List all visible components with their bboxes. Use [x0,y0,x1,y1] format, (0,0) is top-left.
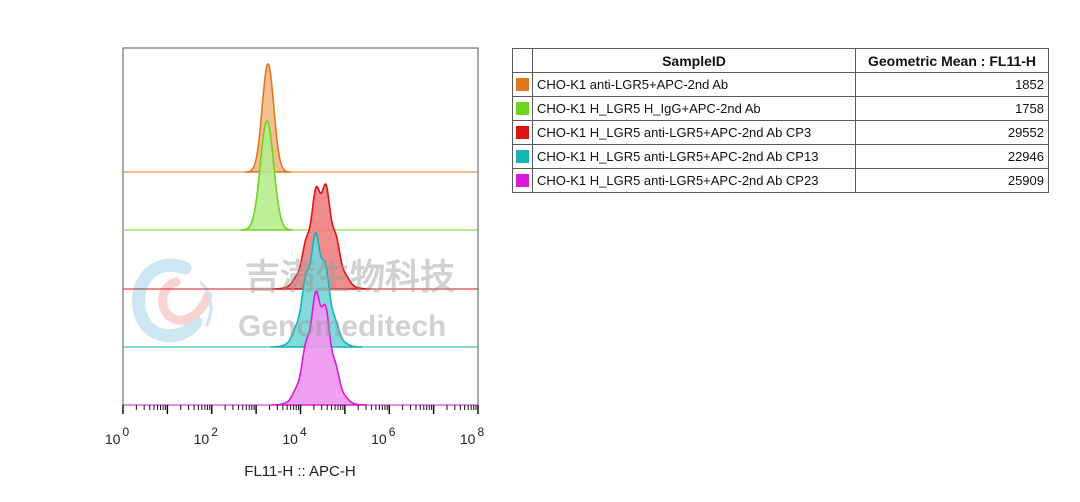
legend-sample-name: CHO-K1 H_LGR5 H_IgG+APC-2nd Ab [532,96,856,121]
legend-geometric-mean: 1852 [855,72,1049,97]
legend-row: CHO-K1 H_LGR5 H_IgG+APC-2nd Ab 1758 [512,96,1049,121]
legend-swatch-header [512,48,533,73]
legend-swatch [516,78,529,91]
legend-header-sample: SampleID [532,48,856,73]
legend-geometric-mean: 25909 [855,168,1049,193]
legend-sample-name: CHO-K1 H_LGR5 anti-LGR5+APC-2nd Ab CP13 [532,144,856,169]
x-tick-labels: 10 0 10 2 10 4 10 6 10 8 [105,425,485,447]
histogram-chart: 10 0 10 2 10 4 10 6 10 8 FL11-H :: APC-H [105,47,485,480]
legend-swatch-cell [512,72,533,97]
legend-row: CHO-K1 H_LGR5 anti-LGR5+APC-2nd Ab CP23 2… [512,168,1049,193]
x-axis-label: FL11-H :: APC-H [244,463,355,480]
histogram-curve [270,290,367,406]
legend-swatch-cell [512,96,533,121]
legend-row: CHO-K1 anti-LGR5+APC-2nd Ab 1852 [512,72,1049,97]
legend-swatch-cell [512,120,533,145]
legend-table: SampleID Geometric Mean : FL11-H CHO-K1 … [512,48,1049,193]
series-layer [123,63,478,406]
legend-swatch [516,126,529,139]
histogram-curve [270,231,363,348]
histogram-curve [244,63,292,173]
x-tick-label: 10 0 [105,425,130,447]
x-tick-label: 10 8 [460,425,485,447]
legend-row: CHO-K1 H_LGR5 anti-LGR5+APC-2nd Ab CP13 2… [512,144,1049,169]
x-tick-label: 10 6 [371,425,396,447]
legend-geometric-mean: 1758 [855,96,1049,121]
histogram-series [123,231,478,348]
x-tick-label: 10 2 [194,425,219,447]
histogram-curve [240,120,294,231]
histogram-series [123,182,478,290]
legend-header-value: Geometric Mean : FL11-H [855,48,1049,73]
legend-row: CHO-K1 H_LGR5 anti-LGR5+APC-2nd Ab CP3 29… [512,120,1049,145]
x-tick-label: 10 4 [282,425,307,447]
legend-swatch-cell [512,168,533,193]
legend-swatch [516,174,529,187]
legend-sample-name: CHO-K1 H_LGR5 anti-LGR5+APC-2nd Ab CP23 [532,168,856,193]
x-axis [122,405,479,414]
histogram-curve [271,182,372,290]
legend-swatch-cell [512,144,533,169]
histogram-series [123,120,478,231]
legend-header-row: SampleID Geometric Mean : FL11-H [512,48,1049,73]
plot-frame [122,47,479,406]
legend-sample-name: CHO-K1 H_LGR5 anti-LGR5+APC-2nd Ab CP3 [532,120,856,145]
legend-swatch [516,150,529,163]
histogram-series [123,63,478,173]
legend-sample-name: CHO-K1 anti-LGR5+APC-2nd Ab [532,72,856,97]
legend-geometric-mean: 22946 [855,144,1049,169]
legend-geometric-mean: 29552 [855,120,1049,145]
legend-swatch [516,102,529,115]
